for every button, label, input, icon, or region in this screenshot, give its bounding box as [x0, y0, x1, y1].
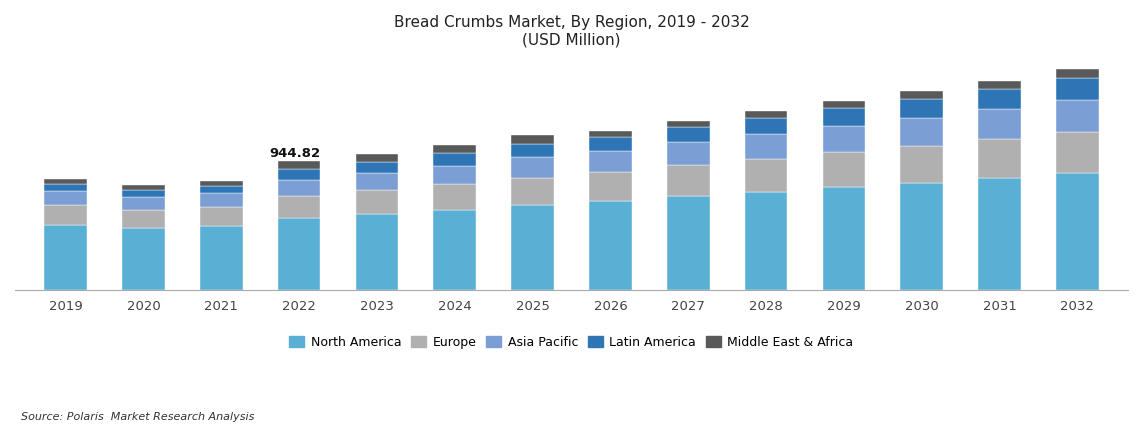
Bar: [745, 134, 788, 159]
Bar: [823, 187, 865, 290]
Bar: [511, 144, 554, 157]
Bar: [433, 210, 477, 290]
Bar: [45, 179, 87, 184]
Bar: [200, 193, 242, 207]
Bar: [901, 146, 943, 183]
Bar: [278, 161, 320, 169]
Bar: [122, 185, 165, 190]
Bar: [355, 173, 398, 190]
Bar: [901, 99, 943, 118]
Bar: [511, 135, 554, 144]
Bar: [589, 201, 632, 290]
Bar: [511, 157, 554, 178]
Bar: [745, 159, 788, 192]
Bar: [355, 154, 398, 161]
Bar: [823, 109, 865, 126]
Bar: [122, 190, 165, 197]
Bar: [823, 126, 865, 153]
Bar: [433, 145, 477, 153]
Bar: [355, 213, 398, 290]
Bar: [45, 225, 87, 290]
Bar: [1056, 100, 1098, 132]
Bar: [666, 196, 710, 290]
Bar: [823, 153, 865, 187]
Bar: [745, 112, 788, 118]
Bar: [122, 210, 165, 228]
Bar: [901, 92, 943, 99]
Bar: [278, 169, 320, 180]
Bar: [589, 136, 632, 150]
Bar: [1056, 78, 1098, 100]
Bar: [978, 139, 1021, 178]
Bar: [666, 127, 710, 142]
Bar: [355, 190, 398, 213]
Legend: North America, Europe, Asia Pacific, Latin America, Middle East & Africa: North America, Europe, Asia Pacific, Lat…: [285, 331, 858, 354]
Text: Source: Polaris  Market Research Analysis: Source: Polaris Market Research Analysis: [21, 412, 254, 422]
Bar: [589, 172, 632, 201]
Bar: [511, 205, 554, 290]
Bar: [1056, 69, 1098, 78]
Bar: [45, 191, 87, 205]
Bar: [278, 218, 320, 290]
Bar: [1056, 173, 1098, 290]
Bar: [45, 184, 87, 191]
Bar: [45, 205, 87, 225]
Bar: [433, 184, 477, 210]
Bar: [200, 226, 242, 290]
Bar: [278, 180, 320, 196]
Bar: [666, 165, 710, 196]
Bar: [978, 178, 1021, 290]
Bar: [589, 150, 632, 172]
Title: Bread Crumbs Market, By Region, 2019 - 2032
(USD Million): Bread Crumbs Market, By Region, 2019 - 2…: [393, 15, 750, 47]
Bar: [433, 153, 477, 166]
Bar: [666, 142, 710, 165]
Bar: [355, 161, 398, 173]
Bar: [823, 101, 865, 109]
Bar: [745, 192, 788, 290]
Bar: [589, 131, 632, 136]
Text: 944.82: 944.82: [270, 147, 321, 160]
Bar: [1056, 132, 1098, 173]
Bar: [122, 228, 165, 290]
Bar: [978, 89, 1021, 109]
Bar: [745, 118, 788, 134]
Bar: [278, 196, 320, 218]
Bar: [200, 186, 242, 193]
Bar: [200, 207, 242, 226]
Bar: [901, 118, 943, 146]
Bar: [122, 197, 165, 210]
Bar: [666, 121, 710, 127]
Bar: [978, 109, 1021, 139]
Bar: [978, 81, 1021, 89]
Bar: [901, 183, 943, 290]
Bar: [433, 166, 477, 184]
Bar: [511, 178, 554, 205]
Bar: [200, 181, 242, 186]
